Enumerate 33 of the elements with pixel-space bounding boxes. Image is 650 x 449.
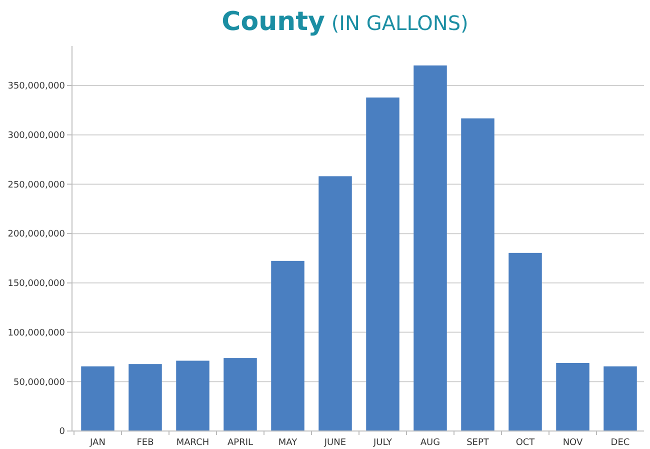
bar [318,176,352,431]
chart-title: County (IN GALLONS) [222,7,468,37]
y-tick-label: 200,000,000 [8,230,66,240]
bar [128,364,162,431]
x-tick-label: NOV [562,438,584,448]
y-tick-label: 0 [59,427,66,438]
x-tick-label: OCT [516,438,536,448]
x-tick-label: SEPT [466,438,490,448]
y-tick-label: 350,000,000 [8,82,66,92]
y-tick-label: 300,000,000 [8,130,66,141]
x-tick-label: JAN [89,438,106,448]
bar [461,118,494,431]
bar [556,362,590,431]
y-tick-label: 150,000,000 [8,279,66,290]
y-tick-label: 100,000,000 [8,328,66,338]
x-tick-label: AUG [420,438,440,448]
x-tick-label: DEC [610,438,630,448]
x-tick-label: APRIL [227,438,254,448]
x-tick-label: JULY [372,438,393,448]
bar [271,260,304,431]
bar [366,98,400,431]
bar [81,366,114,431]
x-tick-label: FEB [136,438,154,448]
x-tick-label: MAY [278,438,298,448]
x-tick-label: JUNE [323,438,346,448]
bar [508,252,542,431]
bar [176,360,210,431]
y-tick-label: 50,000,000 [13,378,66,388]
bar [224,358,257,431]
bar [414,65,447,431]
y-tick-label: 250,000,000 [8,180,66,190]
x-tick-label: MARCH [176,438,210,448]
bar [604,366,637,431]
